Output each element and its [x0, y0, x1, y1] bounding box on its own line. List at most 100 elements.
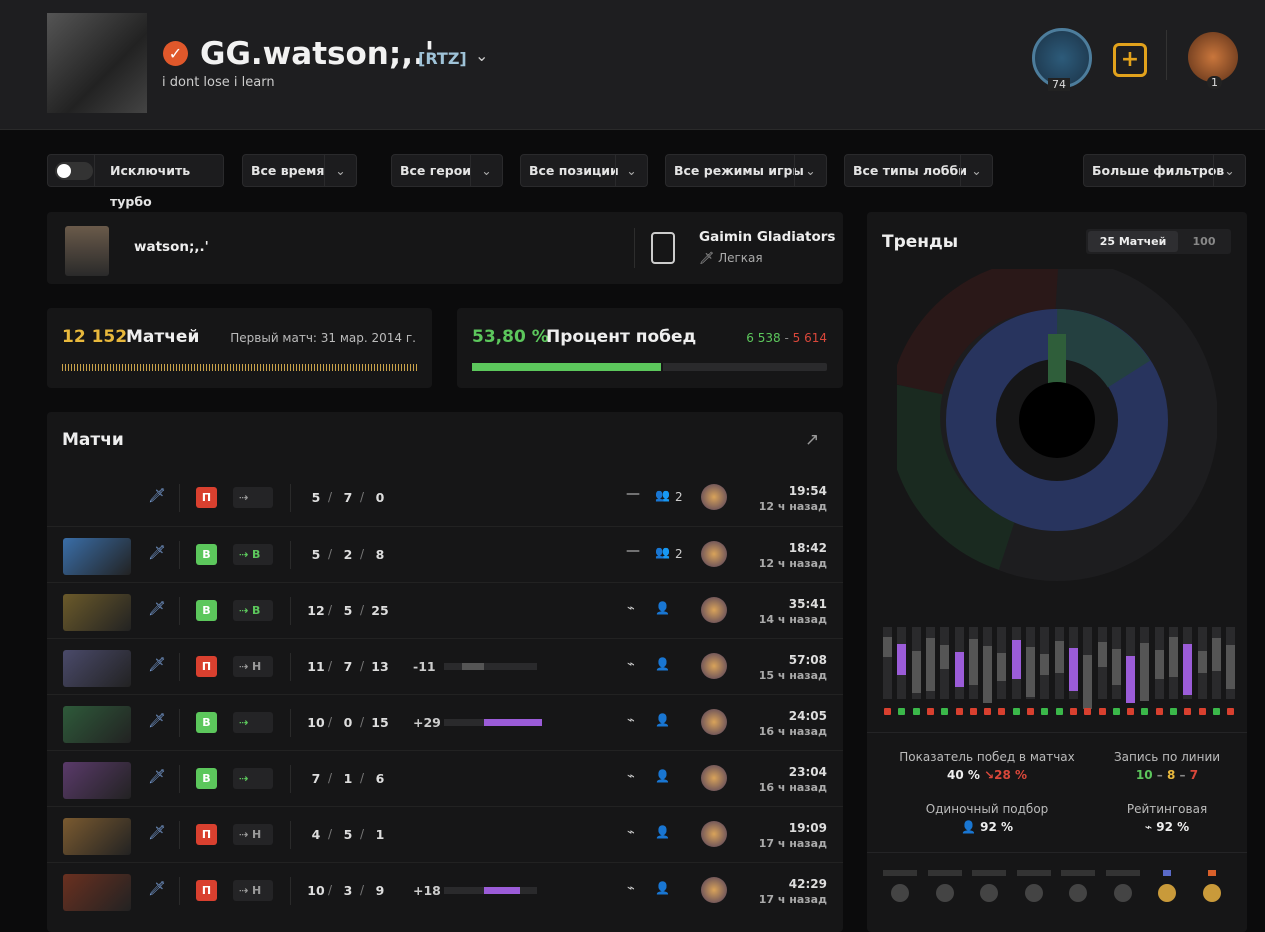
- losses: 5 614: [792, 331, 827, 345]
- lobby-icon: ⌁: [627, 881, 635, 896]
- kda-value: 7: [343, 490, 353, 505]
- result-dot: [1212, 708, 1220, 715]
- dropdown[interactable]: Больше фильтров ⌄: [1083, 154, 1246, 187]
- turbo-toggle[interactable]: Исключить турбо: [47, 154, 224, 209]
- result-badge: П: [196, 487, 217, 508]
- dropdown[interactable]: Все типы лобби ⌄: [844, 154, 993, 187]
- hero-image: [63, 818, 131, 855]
- divider: [1166, 30, 1167, 80]
- rank-text: 1: [1207, 76, 1222, 89]
- match-row[interactable]: 🗡 П ⇢ Н 4 / 5 / 1 ⌁ 👤 19:09 17 ч назад: [47, 806, 843, 862]
- hero-image: [63, 874, 131, 911]
- result-dot: [1027, 708, 1034, 715]
- rank-icon: [701, 821, 727, 847]
- kda-value: 11: [307, 659, 325, 674]
- tab[interactable]: 25 Матчей: [1088, 231, 1178, 252]
- lane-box: ⇢: [233, 487, 273, 508]
- team-logo: [651, 232, 675, 264]
- dropdown-label: Все позиции: [529, 163, 619, 178]
- change: 28 %: [994, 768, 1028, 782]
- lobby-icon: ⌁: [627, 657, 635, 672]
- rating-fill: [462, 663, 484, 670]
- match-row[interactable]: 🗡 В ⇢ В 12/5/25 ⌁ 👤 35:41 14 ч назад: [47, 582, 843, 638]
- tab[interactable]: 100: [1192, 235, 1216, 248]
- kda-value: 9: [375, 883, 385, 898]
- role: 🗡 Легкая: [699, 251, 763, 265]
- avatar[interactable]: [47, 13, 147, 113]
- plus-badge[interactable]: +: [1113, 43, 1147, 77]
- role-icon: 🗡: [148, 881, 166, 897]
- solo-icon: 👤: [655, 769, 670, 783]
- divider: [290, 541, 291, 569]
- result-badge: В: [196, 768, 217, 789]
- divider: [634, 228, 635, 268]
- matches-bar: [62, 364, 417, 371]
- divider: [867, 732, 1247, 733]
- role-icon: 🗡: [148, 713, 166, 729]
- result-dot: [969, 708, 977, 715]
- role-icon: 🗡: [148, 657, 166, 673]
- kda-value: 13: [371, 659, 389, 674]
- open-icon[interactable]: ↗: [805, 430, 820, 450]
- kda-value: 1: [375, 827, 385, 842]
- strip-fill: [1068, 648, 1078, 691]
- strip-fill: [1211, 638, 1221, 671]
- strip-fill: [940, 645, 950, 669]
- rank-icon: [701, 877, 727, 903]
- solo-icon: 👤: [655, 657, 670, 671]
- ago: 16 ч назад: [758, 725, 827, 738]
- kda-value: 5: [343, 603, 353, 618]
- match-row[interactable]: 🗡 В ⇢ 10/0/15 +29 ⌁ 👤 24:05 16 ч назад: [47, 694, 843, 750]
- label: Одиночный подбор: [925, 802, 1049, 816]
- result-dot: [1012, 708, 1020, 715]
- label: Показатель побед в матчах: [899, 750, 1075, 764]
- win-loss: 6 538 - 5 614: [746, 331, 827, 345]
- stat: Рейтинговая ⌁ 92 %: [1087, 802, 1247, 834]
- rank-medal: [1202, 884, 1221, 902]
- kda-value: 3: [343, 883, 353, 898]
- kda-value: 4: [311, 827, 321, 842]
- lobby-icon: ⌁: [627, 825, 635, 840]
- bio: i dont lose i learn: [162, 75, 275, 90]
- strip-fill: [1111, 649, 1121, 685]
- lane-box: ⇢ Н: [233, 656, 273, 677]
- label: Запись по линии: [1113, 750, 1221, 764]
- solo-icon: 👤: [655, 825, 670, 839]
- chevron: ⌄: [324, 155, 356, 186]
- result-dot: [1155, 708, 1163, 715]
- divider: [179, 765, 180, 793]
- wins: 6 538: [746, 331, 781, 345]
- match-row[interactable]: 🗡 В ⇢ 7 / 1 / 6 ⌁ 👤 23:04 16 ч назад: [47, 750, 843, 806]
- verified-icon: ✓: [163, 41, 188, 66]
- kda-sep: /: [360, 827, 365, 841]
- trends-title: Тренды: [882, 232, 959, 252]
- strip-fill: [897, 644, 907, 675]
- strip-fill: [1226, 645, 1236, 689]
- lane-result: Н: [252, 884, 262, 897]
- kda-sep: /: [360, 659, 365, 673]
- dropdown[interactable]: Все время ⌄: [242, 154, 357, 187]
- result-dot: [1198, 708, 1206, 715]
- dropdown[interactable]: Все позиции ⌄: [520, 154, 648, 187]
- first-match: Первый матч: 31 мар. 2014 г.: [230, 331, 416, 345]
- rating-fill: [484, 719, 542, 726]
- rating-change: +29: [413, 715, 441, 730]
- value: 40 %: [946, 768, 980, 782]
- match-row[interactable]: 🗡 П ⇢ Н 11/7/13 -11 ⌁ 👤 57:08 15 ч назад: [47, 638, 843, 694]
- match-row[interactable]: 🗡 П ⇢ Н 10/3/9 +18 ⌁ 👤 42:29 17 ч назад: [47, 862, 843, 918]
- rating-fill: [484, 887, 520, 894]
- hero-image: [63, 706, 131, 743]
- strip-fill: [1169, 637, 1178, 677]
- kda-sep: /: [328, 490, 333, 504]
- dropdown[interactable]: Все герои ⌄: [391, 154, 503, 187]
- expand-icon[interactable]: ⌄: [475, 46, 489, 65]
- value: 92 %: [980, 820, 1014, 834]
- ago: 14 ч назад: [758, 613, 827, 626]
- result-badge: В: [196, 712, 217, 733]
- dropdown-label: Больше фильтров: [1092, 163, 1225, 178]
- rating-change: +18: [413, 883, 441, 898]
- rank-line: [1061, 870, 1095, 876]
- dropdown[interactable]: Все режимы игры ⌄: [665, 154, 827, 187]
